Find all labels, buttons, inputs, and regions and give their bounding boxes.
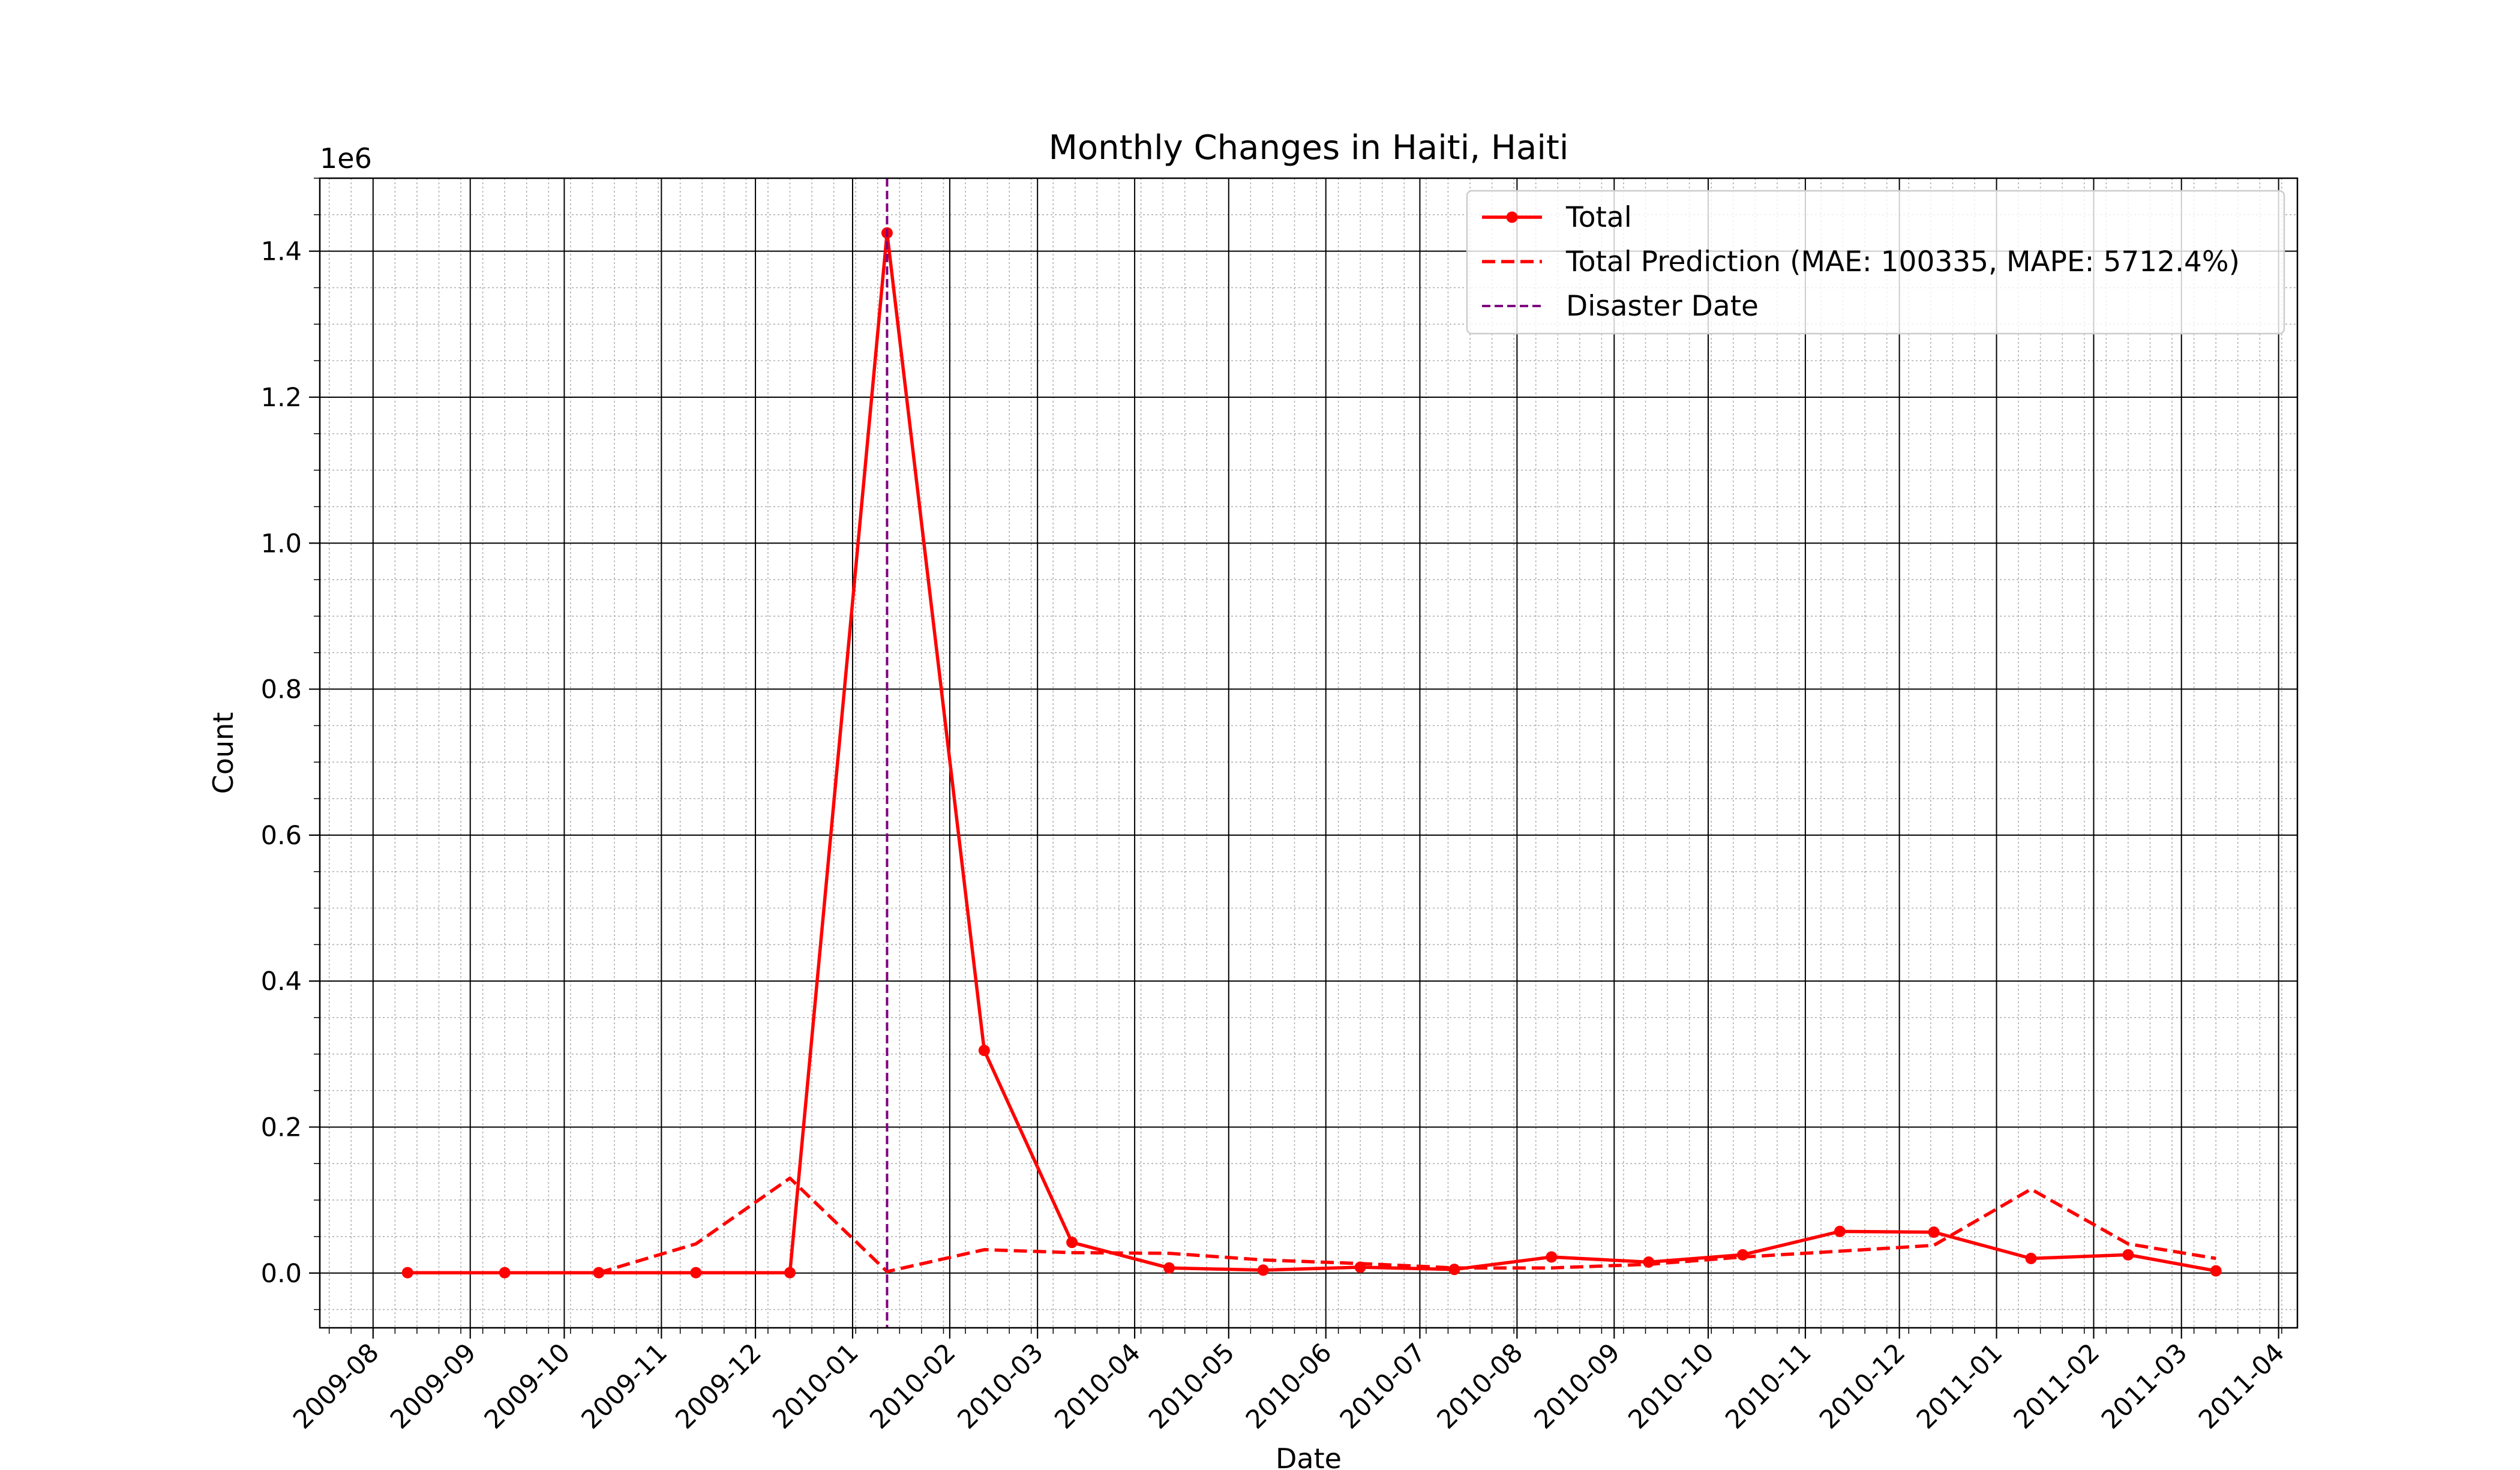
data-point-total	[401, 1267, 413, 1279]
y-axis-label: Count	[207, 712, 239, 794]
data-point-total	[2210, 1265, 2222, 1277]
data-point-total	[2122, 1249, 2134, 1261]
data-point-total	[1546, 1251, 1558, 1263]
y-tick-label: 0.6	[261, 821, 302, 851]
data-point-total	[2025, 1252, 2037, 1264]
legend-marker-total	[1506, 211, 1518, 223]
data-point-total	[1643, 1256, 1655, 1268]
axis-ticks	[309, 178, 2282, 1339]
y-tick-label: 0.8	[261, 675, 302, 705]
x-axis-label: Date	[1276, 1442, 1342, 1470]
legend-label-prediction: Total Prediction (MAE: 100335, MAPE: 571…	[1565, 245, 2240, 278]
legend-label-disaster-date: Disaster Date	[1566, 290, 1759, 323]
data-point-total	[978, 1045, 990, 1057]
y-tick-label: 0.4	[261, 967, 302, 997]
data-point-total	[1066, 1237, 1078, 1249]
data-point-total	[1257, 1264, 1269, 1276]
chart-title: Monthly Changes in Haiti, Haiti	[1049, 128, 1569, 167]
y-tick-label: 0.0	[261, 1259, 302, 1289]
y-tick-label: 0.2	[261, 1112, 302, 1142]
series-line-prediction	[598, 1176, 2216, 1274]
data-point-total	[1163, 1262, 1175, 1274]
y-tick-label: 1.0	[261, 529, 302, 559]
data-point-total	[499, 1267, 511, 1279]
y-tick-labels: 0.0 0.2 0.4 0.6 0.8 1.0 1.2 1.4	[261, 237, 302, 1289]
plot-frame	[319, 177, 2299, 1329]
data-point-total	[784, 1267, 796, 1279]
data-point-total	[1736, 1249, 1748, 1261]
y-tick-label: 1.2	[261, 383, 302, 413]
legend-label-total: Total	[1565, 201, 1632, 234]
data-point-total	[690, 1267, 702, 1279]
data-point-total	[1834, 1225, 1846, 1237]
legend-box	[1466, 190, 2285, 335]
series-line-total	[407, 231, 2216, 1274]
legend: Total Total Prediction (MAE: 100335, MAP…	[1466, 190, 2285, 335]
y-offset-label: 1e6	[320, 142, 372, 175]
data-point-total	[1928, 1226, 1940, 1238]
y-tick-label: 1.4	[261, 237, 302, 267]
